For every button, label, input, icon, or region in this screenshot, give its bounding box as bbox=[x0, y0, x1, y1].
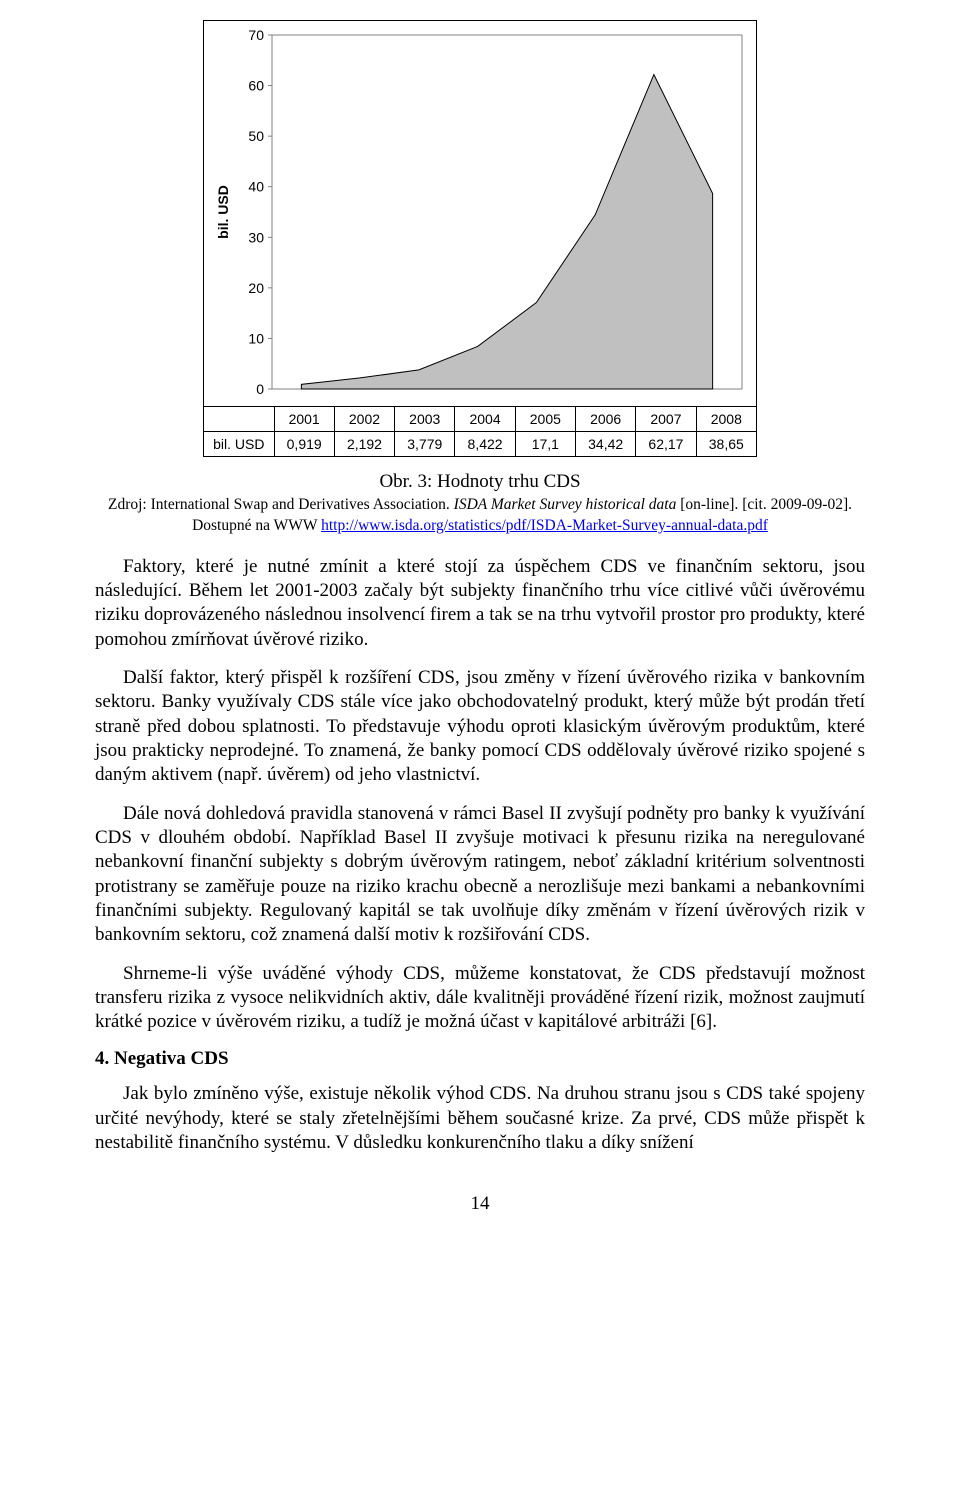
chart-year-2001: 2001 bbox=[274, 407, 334, 432]
chart-table: 0 10 20 30 40 50 60 70 bil. USD 2001 2002 2003 2… bbox=[203, 20, 757, 457]
chart-year-2005: 2005 bbox=[515, 407, 575, 432]
svg-text:40: 40 bbox=[248, 179, 264, 195]
chart-year-row-empty bbox=[204, 407, 275, 432]
figure-source: Zdroj: International Swap and Derivative… bbox=[95, 495, 865, 537]
chart-val-2006: 34,42 bbox=[576, 432, 636, 457]
document-page: 0 10 20 30 40 50 60 70 bil. USD 2001 2002 2003 2… bbox=[0, 0, 960, 1255]
chart-val-2008: 38,65 bbox=[696, 432, 756, 457]
chart-year-2002: 2002 bbox=[334, 407, 394, 432]
page-number: 14 bbox=[95, 1193, 865, 1215]
svg-text:50: 50 bbox=[248, 128, 264, 144]
chart-val-2003: 3,779 bbox=[395, 432, 455, 457]
svg-text:bil. USD: bil. USD bbox=[215, 185, 231, 239]
chart-year-2006: 2006 bbox=[576, 407, 636, 432]
svg-text:10: 10 bbox=[248, 330, 264, 346]
chart-year-2004: 2004 bbox=[455, 407, 515, 432]
chart-row-label: bil. USD bbox=[204, 432, 275, 457]
chart-year-2007: 2007 bbox=[636, 407, 696, 432]
paragraph-5: Jak bylo zmíněno výše, existuje několik … bbox=[95, 1082, 865, 1155]
figure-caption: Obr. 3: Hodnoty trhu CDS bbox=[95, 471, 865, 493]
chart-plot-cell: 0 10 20 30 40 50 60 70 bil. USD bbox=[204, 21, 757, 407]
source-prefix: Zdroj: International Swap and Derivative… bbox=[108, 496, 454, 513]
paragraph-3: Dále nová dohledová pravidla stanovená v… bbox=[95, 802, 865, 948]
paragraph-4: Shrneme-li výše uváděné výhody CDS, může… bbox=[95, 962, 865, 1035]
svg-text:60: 60 bbox=[248, 78, 264, 94]
section-4-heading: 4. Negativa CDS bbox=[95, 1048, 865, 1070]
chart-container: 0 10 20 30 40 50 60 70 bil. USD 2001 2002 2003 2… bbox=[95, 20, 865, 457]
svg-text:70: 70 bbox=[248, 27, 264, 43]
chart-val-2001: 0,919 bbox=[274, 432, 334, 457]
chart-year-2008: 2008 bbox=[696, 407, 756, 432]
svg-text:30: 30 bbox=[248, 229, 264, 245]
chart-year-row: 2001 2002 2003 2004 2005 2006 2007 2008 bbox=[204, 407, 757, 432]
paragraph-1: Faktory, které je nutné zmínit a které s… bbox=[95, 555, 865, 652]
chart-value-row: bil. USD 0,919 2,192 3,779 8,422 17,1 34… bbox=[204, 432, 757, 457]
paragraph-2: Další faktor, který přispěl k rozšíření … bbox=[95, 666, 865, 788]
chart-val-2002: 2,192 bbox=[334, 432, 394, 457]
chart-val-2005: 17,1 bbox=[515, 432, 575, 457]
source-link[interactable]: http://www.isda.org/statistics/pdf/ISDA-… bbox=[321, 517, 768, 534]
svg-text:20: 20 bbox=[248, 280, 264, 296]
svg-text:0: 0 bbox=[256, 381, 264, 397]
chart-val-2007: 62,17 bbox=[636, 432, 696, 457]
chart-year-2003: 2003 bbox=[395, 407, 455, 432]
area-chart-svg: 0 10 20 30 40 50 60 70 bil. USD bbox=[210, 27, 750, 397]
chart-val-2004: 8,422 bbox=[455, 432, 515, 457]
source-italic: ISDA Market Survey historical data bbox=[454, 496, 677, 513]
